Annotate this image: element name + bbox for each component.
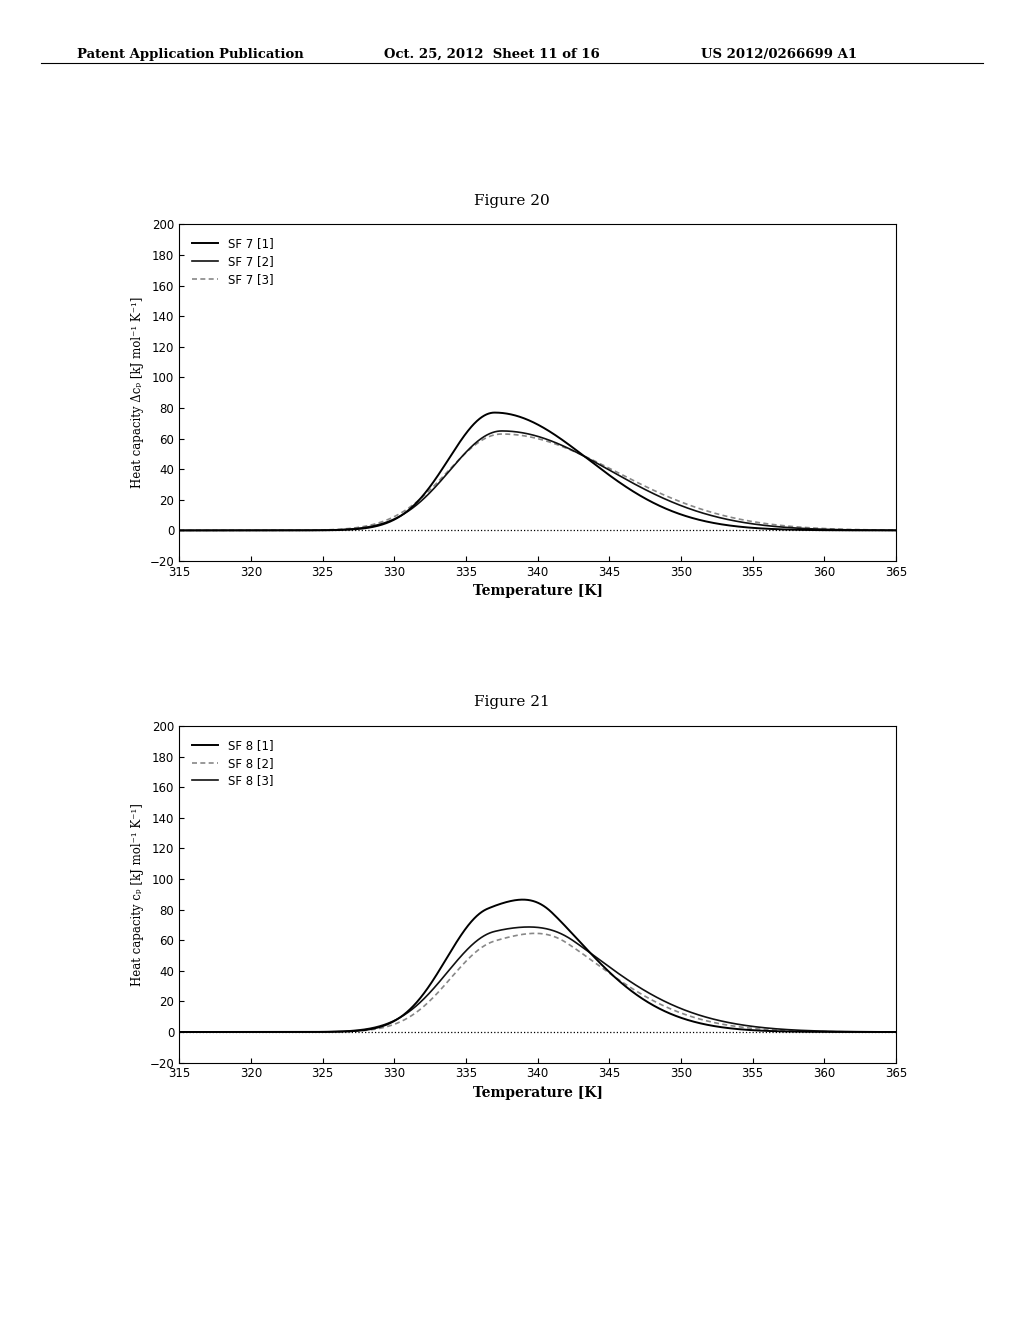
Y-axis label: Heat capacity cₚ [kJ mol⁻¹ K⁻¹]: Heat capacity cₚ [kJ mol⁻¹ K⁻¹] xyxy=(131,803,144,986)
Text: US 2012/0266699 A1: US 2012/0266699 A1 xyxy=(701,48,857,61)
X-axis label: Temperature [K]: Temperature [K] xyxy=(473,1086,602,1100)
Text: Figure 21: Figure 21 xyxy=(474,696,550,709)
Text: Oct. 25, 2012  Sheet 11 of 16: Oct. 25, 2012 Sheet 11 of 16 xyxy=(384,48,600,61)
Text: Patent Application Publication: Patent Application Publication xyxy=(77,48,303,61)
Text: Figure 20: Figure 20 xyxy=(474,194,550,207)
X-axis label: Temperature [K]: Temperature [K] xyxy=(473,585,602,598)
Legend: SF 8 [1], SF 8 [2], SF 8 [3]: SF 8 [1], SF 8 [2], SF 8 [3] xyxy=(185,731,281,795)
Y-axis label: Heat capacity Δcₚ [kJ mol⁻¹ K⁻¹]: Heat capacity Δcₚ [kJ mol⁻¹ K⁻¹] xyxy=(131,297,144,488)
Legend: SF 7 [1], SF 7 [2], SF 7 [3]: SF 7 [1], SF 7 [2], SF 7 [3] xyxy=(185,230,281,293)
